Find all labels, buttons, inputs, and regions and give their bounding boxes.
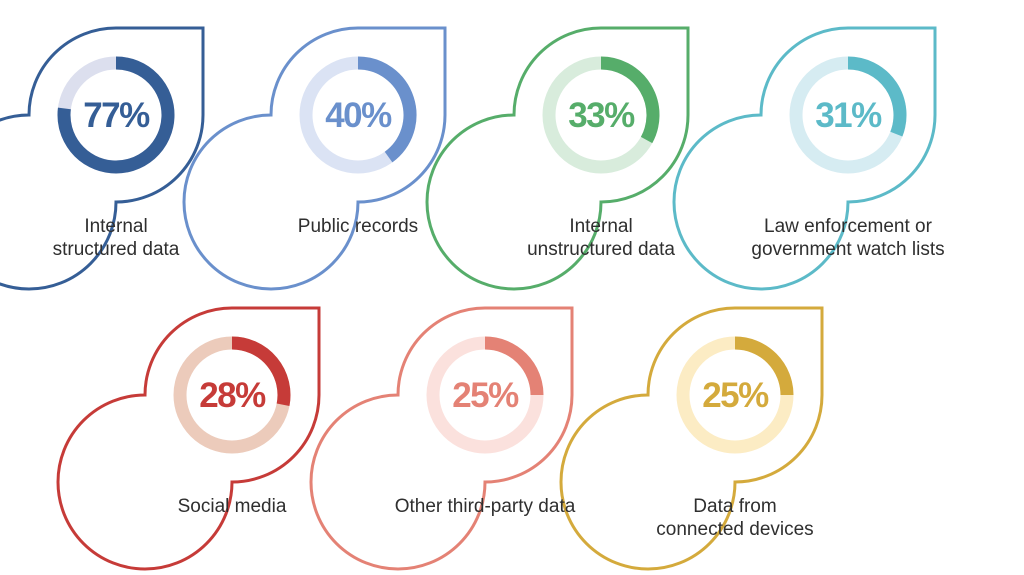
percentage-label: 77% [83, 96, 150, 135]
donut-value-arc [484, 336, 544, 396]
badge-outline [559, 306, 824, 571]
category-label: Internal structured data [0, 215, 236, 261]
category-label-line: structured data [52, 239, 180, 260]
donut-value-arc [231, 336, 291, 406]
badge-outline [0, 26, 205, 291]
badge-outline [425, 26, 690, 291]
donut-item: 28% [56, 306, 321, 571]
percentage-label: 28% [199, 376, 266, 415]
category-label: Data from connected devices [615, 495, 855, 541]
category-label: Other third-party data [365, 495, 605, 518]
percentage-label: 25% [452, 376, 519, 415]
badge-outline [56, 306, 321, 571]
category-label: Law enforcement or government watch lists [728, 215, 968, 261]
donut-item: 25% [559, 306, 824, 571]
badge-outline [309, 306, 574, 571]
category-label-line: Law enforcement or [764, 216, 932, 237]
category-label-line: Other third-party data [394, 496, 576, 517]
category-label-line: Social media [177, 496, 287, 517]
donut-value-arc [600, 56, 660, 144]
percentage-label: 33% [568, 96, 635, 135]
category-label-line: Internal [569, 216, 633, 237]
donut-value-arc [734, 336, 794, 396]
category-label-line: unstructured data [527, 239, 675, 260]
category-label: Social media [112, 495, 352, 518]
category-label-line: Public records [297, 216, 419, 237]
badge-outline [182, 26, 447, 291]
category-label-line: government watch lists [751, 239, 945, 260]
donut-item: 25% [309, 306, 574, 571]
donut-item: 77% [0, 26, 205, 291]
category-label-line: Data from [693, 496, 777, 517]
donut-item: 31% [672, 26, 937, 291]
donut-item: 40% [182, 26, 447, 291]
donut-value-arc [57, 56, 175, 174]
category-label-line: Internal [84, 216, 148, 237]
donut-item: 33% [425, 26, 690, 291]
category-label-line: connected devices [656, 519, 814, 540]
donut-value-arc [847, 56, 907, 137]
badge-outline [672, 26, 937, 291]
donut-value-arc [357, 56, 417, 163]
percentage-label: 40% [325, 96, 392, 135]
percentage-label: 31% [815, 96, 882, 135]
percentage-label: 25% [702, 376, 769, 415]
category-label: Internal unstructured data [481, 215, 721, 261]
category-label: Public records [238, 215, 478, 238]
